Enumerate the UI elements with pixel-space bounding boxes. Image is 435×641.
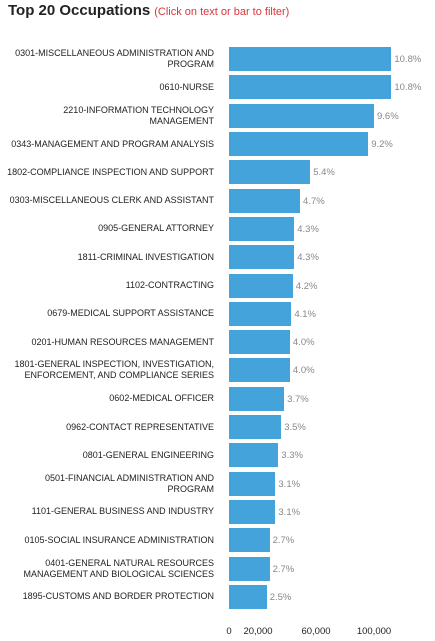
bar[interactable] bbox=[229, 301, 292, 326]
value-label: 2.5% bbox=[269, 591, 292, 603]
category-label[interactable]: 0201-HUMAN RESOURCES MANAGEMENT bbox=[31, 336, 214, 347]
category-label[interactable]: 0343-MANAGEMENT AND PROGRAM ANALYSIS bbox=[11, 138, 214, 149]
bar[interactable] bbox=[229, 132, 369, 157]
category-label[interactable]: 0801-GENERAL ENGINEERING bbox=[82, 449, 214, 460]
bar[interactable] bbox=[229, 216, 295, 241]
value-label: 3.5% bbox=[284, 422, 306, 434]
value-label: 9.2% bbox=[371, 139, 393, 151]
bar[interactable] bbox=[229, 47, 392, 72]
value-label: 10.8% bbox=[394, 82, 422, 94]
category-label[interactable]: 1102-CONTRACTING bbox=[125, 280, 214, 291]
bar[interactable] bbox=[229, 188, 301, 213]
value-label: 4.3% bbox=[297, 252, 319, 264]
chart-subtitle: (Click on text or bar to filter) bbox=[154, 6, 290, 18]
category-label[interactable]: 0602-MEDICAL OFFICER bbox=[109, 393, 214, 404]
value-label: 4.3% bbox=[297, 223, 319, 235]
bar[interactable] bbox=[229, 103, 374, 128]
value-label: 3.7% bbox=[287, 393, 309, 405]
value-label: 5.4% bbox=[313, 167, 335, 179]
chart-title-row: Top 20 Occupations (Click on text or bar … bbox=[8, 2, 289, 19]
bar[interactable] bbox=[229, 443, 279, 468]
bar[interactable] bbox=[229, 75, 392, 100]
bar[interactable] bbox=[229, 556, 270, 581]
category-label[interactable]: 1895-CUSTOMS AND BORDER PROTECTION bbox=[22, 591, 214, 602]
category-label[interactable]: 0501-FINANCIAL ADMINISTRATION AND PROGRA… bbox=[44, 472, 214, 494]
value-label: 10.8% bbox=[394, 54, 422, 66]
x-tick-label: 100,000 bbox=[356, 626, 392, 637]
bar[interactable] bbox=[229, 273, 293, 298]
value-label: 3.1% bbox=[278, 506, 301, 518]
bar[interactable] bbox=[229, 386, 285, 411]
bar[interactable] bbox=[229, 415, 282, 440]
value-label: 3.1% bbox=[278, 478, 301, 490]
category-label[interactable]: 0679-MEDICAL SUPPORT ASSISTANCE bbox=[47, 308, 214, 319]
value-label: 2.7% bbox=[272, 563, 295, 575]
category-label[interactable]: 0303-MISCELLANEOUS CLERK AND ASSISTANT bbox=[9, 195, 214, 206]
value-label: 4.2% bbox=[295, 280, 318, 292]
category-label[interactable]: 0905-GENERAL ATTORNEY bbox=[98, 223, 214, 234]
category-label[interactable]: 0301-MISCELLANEOUS ADMINISTRATION AND PR… bbox=[15, 48, 214, 70]
bar[interactable] bbox=[229, 245, 295, 270]
category-label[interactable]: 1801-GENERAL INSPECTION, INVESTIGATION, … bbox=[14, 359, 214, 381]
value-label: 4.1% bbox=[294, 308, 316, 320]
bar[interactable] bbox=[229, 499, 276, 524]
category-label[interactable]: 0401-GENERAL NATURAL RESOURCES MANAGEMEN… bbox=[23, 557, 214, 579]
value-label: 9.6% bbox=[377, 110, 399, 122]
bar[interactable] bbox=[229, 471, 276, 496]
value-label: 2.7% bbox=[272, 535, 295, 547]
bar[interactable] bbox=[229, 358, 290, 383]
value-label: 4.0% bbox=[292, 337, 315, 349]
value-label: 4.7% bbox=[303, 195, 325, 207]
bar[interactable] bbox=[229, 160, 311, 185]
bar[interactable] bbox=[229, 584, 267, 609]
category-label[interactable]: 0105-SOCIAL INSURANCE ADMINISTRATION bbox=[24, 534, 214, 545]
category-label[interactable]: 1802-COMPLIANCE INSPECTION AND SUPPORT bbox=[7, 166, 214, 177]
category-label[interactable]: 2210-INFORMATION TECHNOLOGY MANAGEMENT bbox=[63, 104, 214, 126]
x-tick-label: 60,000 bbox=[301, 626, 331, 637]
x-tick-label: 0 bbox=[226, 626, 232, 637]
value-label: 3.3% bbox=[281, 450, 303, 462]
x-tick-label: 20,000 bbox=[243, 626, 273, 637]
chart-title: Top 20 Occupations bbox=[8, 2, 151, 19]
bar[interactable] bbox=[229, 528, 270, 553]
value-label: 4.0% bbox=[292, 365, 315, 377]
category-label[interactable]: 1811-CRIMINAL INVESTIGATION bbox=[77, 251, 214, 262]
bar[interactable] bbox=[229, 330, 290, 355]
category-label[interactable]: 1101-GENERAL BUSINESS AND INDUSTRY bbox=[31, 506, 214, 517]
category-label[interactable]: 0962-CONTACT REPRESENTATIVE bbox=[66, 421, 214, 432]
category-label[interactable]: 0610-NURSE bbox=[159, 81, 214, 92]
